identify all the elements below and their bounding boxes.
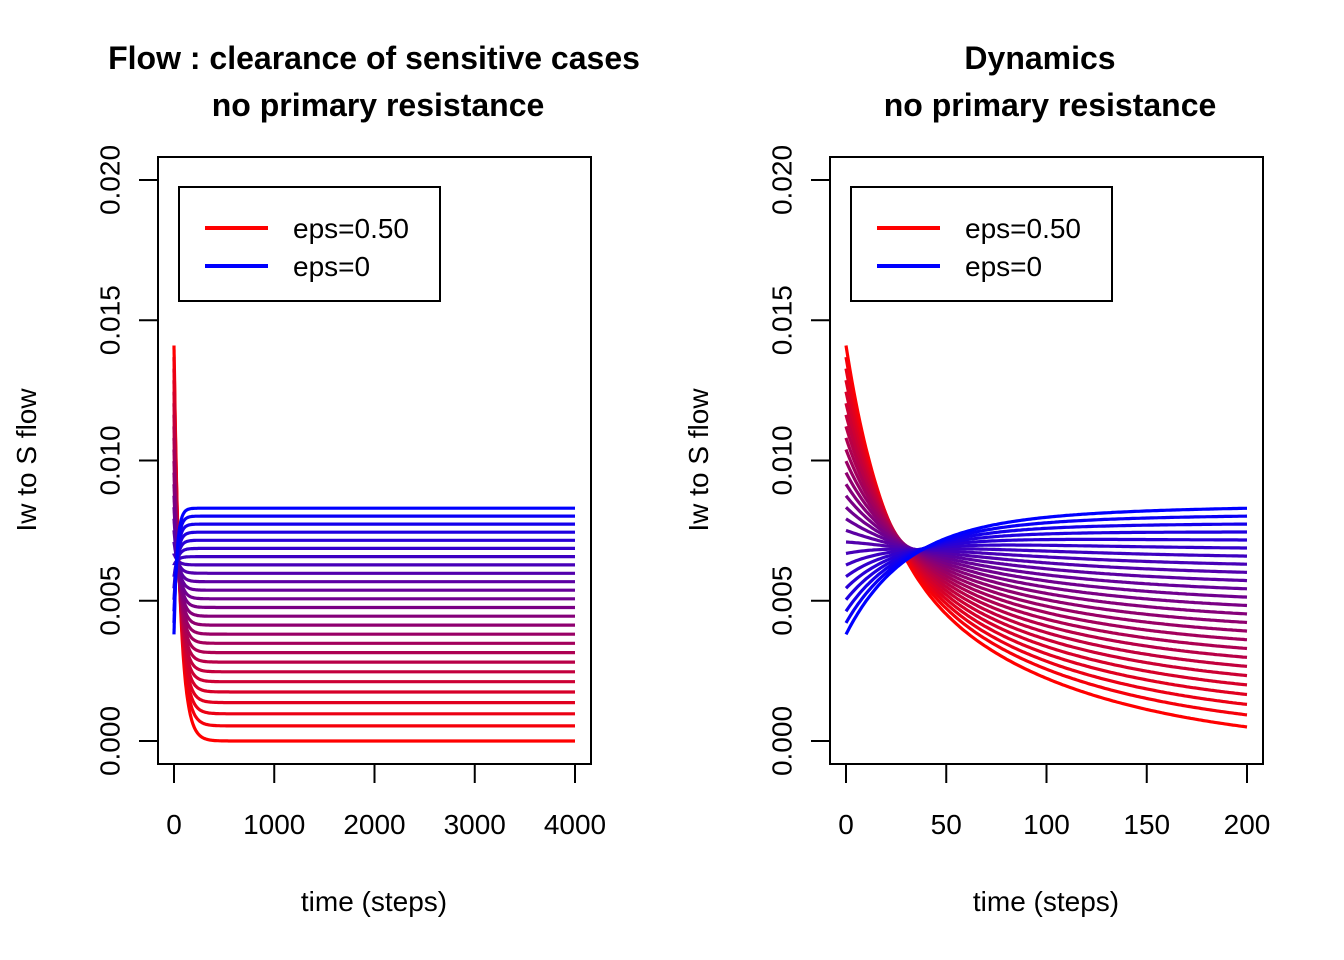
left-legend-label-red: eps=0.50 (293, 213, 409, 244)
left-y-tick-label: 0.010 (94, 425, 125, 495)
left-legend-box (178, 186, 441, 302)
left-y-axis: 0.000 0.005 0.010 0.015 0.020 (94, 145, 159, 776)
right-title-line2: no primary resistance (884, 87, 1217, 123)
left-x-tick-label: 2000 (343, 809, 405, 840)
left-title-line2: no primary resistance (212, 87, 545, 123)
right-y-tick-label: 0.020 (766, 145, 797, 215)
left-series-line-25 (172, 506, 575, 635)
right-series-group (844, 345, 1248, 729)
right-y-tick-label: 0.000 (766, 706, 797, 776)
right-y-axis-label: Iw to S flow (683, 388, 714, 532)
right-x-tick-label: 200 (1224, 809, 1271, 840)
right-legend-box (850, 186, 1113, 302)
left-series-line-15 (172, 518, 575, 592)
left-series-line-17 (172, 541, 575, 575)
left-legend: eps=0.50 eps=0 (178, 186, 441, 302)
left-x-axis-label: time (steps) (301, 886, 447, 917)
left-x-axis: 0 1000 2000 3000 4000 (166, 763, 606, 840)
right-title-line1: Dynamics (964, 40, 1115, 76)
right-legend-label-red: eps=0.50 (965, 213, 1081, 244)
right-x-tick-label: 100 (1023, 809, 1070, 840)
left-series-line-23 (172, 522, 575, 612)
left-legend-label-blue: eps=0 (293, 251, 370, 282)
left-series-line-14 (172, 507, 575, 601)
left-series-line-16 (172, 530, 575, 584)
right-series-line-0 (844, 345, 1248, 729)
left-series-line-21 (172, 538, 575, 589)
left-x-tick-label: 4000 (544, 809, 606, 840)
right-y-axis: 0.000 0.005 0.010 0.015 0.020 (766, 145, 831, 776)
right-legend-label-blue: eps=0 (965, 251, 1042, 282)
right-y-tick-label: 0.015 (766, 285, 797, 355)
right-x-tick-label: 50 (931, 809, 962, 840)
left-series-line-24 (172, 514, 575, 623)
right-x-tick-label: 0 (838, 809, 854, 840)
right-x-axis: 0 50 100 150 200 (838, 763, 1271, 840)
left-y-tick-label: 0.020 (94, 145, 125, 215)
left-series-line-20 (172, 546, 575, 577)
left-y-tick-label: 0.000 (94, 706, 125, 776)
left-y-axis-label: Iw to S flow (11, 388, 42, 532)
left-x-tick-label: 1000 (243, 809, 305, 840)
right-y-tick-label: 0.010 (766, 425, 797, 495)
right-legend: eps=0.50 eps=0 (850, 186, 1113, 302)
panel-left: Flow : clearance of sensitive cases no p… (11, 40, 640, 917)
panel-right: Dynamics no primary resistance 0 50 100 150… (683, 40, 1270, 917)
right-series-line-25 (844, 506, 1247, 636)
left-series-line-22 (172, 530, 575, 600)
left-x-tick-label: 0 (166, 809, 182, 840)
right-y-tick-label: 0.005 (766, 566, 797, 636)
left-y-tick-label: 0.015 (94, 285, 125, 355)
left-title-line1: Flow : clearance of sensitive cases (108, 40, 640, 76)
left-x-tick-label: 3000 (444, 809, 506, 840)
right-x-axis-label: time (steps) (973, 886, 1119, 917)
left-series-group (172, 345, 575, 743)
left-series-line-18 (172, 552, 575, 567)
left-y-tick-label: 0.005 (94, 566, 125, 636)
left-series-line-19 (172, 555, 575, 567)
right-x-tick-label: 150 (1123, 809, 1170, 840)
